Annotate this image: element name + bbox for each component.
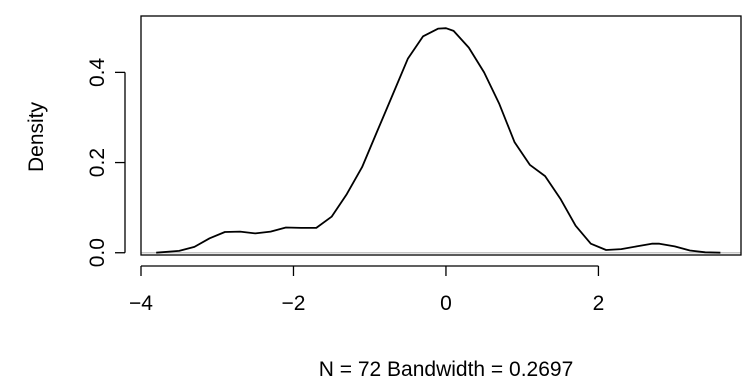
density-curve-0 xyxy=(156,27,721,254)
x-tick-label: −2 xyxy=(282,292,306,315)
x-tick-label: 0 xyxy=(440,292,452,315)
y-axis-label: Density xyxy=(25,101,48,172)
x-tick-label: −4 xyxy=(129,292,153,315)
y-tick-label: 0.2 xyxy=(86,148,109,177)
x-axis-label: N = 72 Bandwidth = 0.2697 xyxy=(319,358,574,381)
y-tick-label: 0.0 xyxy=(86,238,109,267)
plot-frame xyxy=(140,15,742,256)
x-tick-label: 2 xyxy=(593,292,605,315)
axis-layer: −4 −2 0 2 0.0 0.2 0.4 xyxy=(86,15,742,315)
plot-layer xyxy=(141,27,741,254)
y-tick-label: 0.4 xyxy=(86,57,109,87)
